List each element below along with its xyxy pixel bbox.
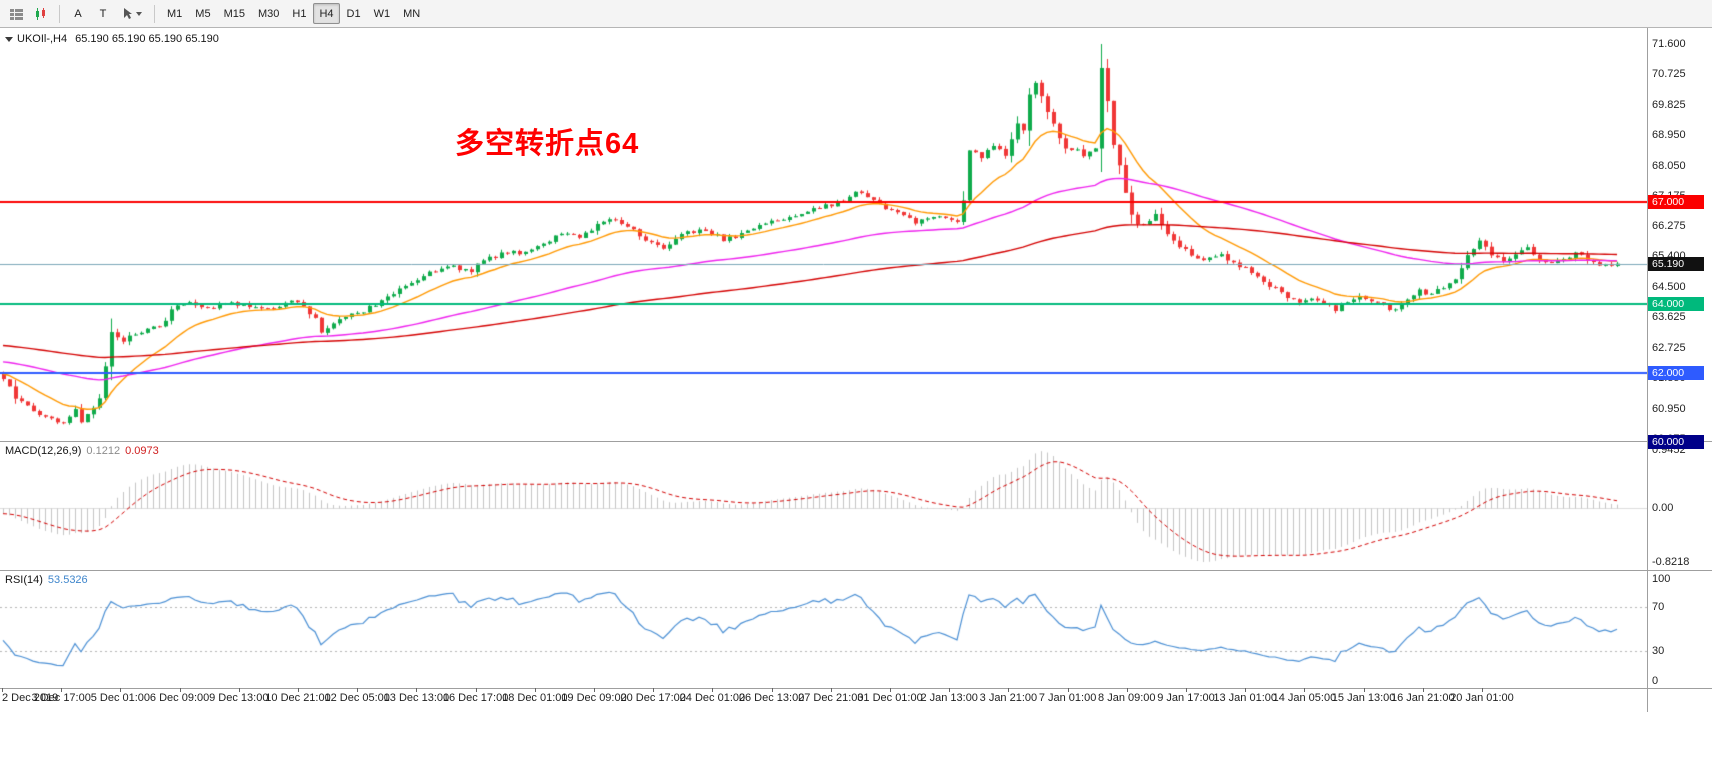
charts-grid-icon[interactable] bbox=[4, 3, 28, 25]
timeframe-button-m30[interactable]: M30 bbox=[257, 7, 280, 20]
timeframe-button-h1[interactable]: H1 bbox=[292, 7, 307, 20]
macd-title: MACD(12,26,9) bbox=[5, 445, 82, 457]
ohlc-values: 65.190 65.190 65.190 65.190 bbox=[75, 33, 219, 45]
timeframe-button-m5[interactable]: M5 bbox=[195, 7, 211, 20]
timeframe-button-group: M1 M5 M15 M30 H1 H4 D1 W1 MN bbox=[161, 3, 426, 24]
candlestick-chart-icon[interactable] bbox=[29, 3, 53, 25]
symbol-dropdown-icon[interactable] bbox=[5, 37, 13, 42]
text-tool-button[interactable]: T bbox=[91, 3, 115, 24]
macd-indicator-label: MACD(12,26,9) 0.1212 0.0973 bbox=[5, 445, 159, 457]
price-scale[interactable] bbox=[1648, 28, 1712, 688]
cursor-arrow-icon bbox=[122, 7, 133, 20]
symbol-timeframe-label: UKOIl-,H4 bbox=[17, 33, 68, 45]
timeframe-button-m1[interactable]: M1 bbox=[167, 7, 183, 20]
timeframe-button-w1[interactable]: W1 bbox=[373, 7, 391, 20]
toolbar-separator bbox=[59, 4, 60, 23]
toolbar: A T M1 M5 M15 M30 H1 H4 D1 W1 MN bbox=[0, 0, 1712, 28]
timeframe-button-h4[interactable]: H4 bbox=[313, 3, 340, 24]
chart-ohlc-header: UKOIl-,H4 65.190 65.190 65.190 65.190 bbox=[5, 33, 219, 45]
chevron-down-icon bbox=[136, 11, 142, 16]
toolbar-separator bbox=[154, 4, 155, 23]
price-scale-border bbox=[1647, 28, 1648, 712]
panel-divider bbox=[0, 688, 1712, 689]
main-chart-canvas[interactable] bbox=[0, 28, 1647, 441]
timeframe-button-m15[interactable]: M15 bbox=[223, 7, 245, 20]
rsi-value: 53.5326 bbox=[47, 574, 88, 586]
panel-divider[interactable] bbox=[0, 441, 1712, 442]
timeframe-button-mn[interactable]: MN bbox=[403, 7, 421, 20]
panel-divider[interactable] bbox=[0, 570, 1712, 571]
timeframe-button-d1[interactable]: D1 bbox=[346, 7, 361, 20]
rsi-canvas[interactable] bbox=[0, 571, 1647, 688]
arrow-tool-button[interactable]: A bbox=[66, 3, 90, 24]
macd-main-value: 0.1212 bbox=[86, 445, 121, 457]
rsi-title: RSI(14) bbox=[5, 574, 43, 586]
chart-annotation-text[interactable]: 多空转折点64 bbox=[455, 128, 640, 160]
rsi-indicator-label: RSI(14) 53.5326 bbox=[5, 574, 88, 586]
macd-canvas[interactable] bbox=[0, 442, 1647, 570]
macd-signal-value: 0.0973 bbox=[125, 445, 159, 457]
time-scale[interactable] bbox=[0, 689, 1647, 712]
cursor-tool-button[interactable] bbox=[116, 3, 148, 24]
